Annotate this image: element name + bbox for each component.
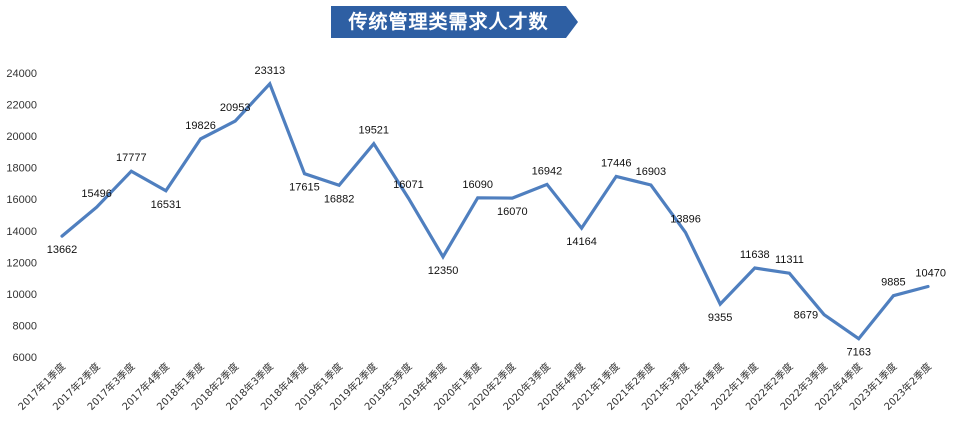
data-label: 7163 — [846, 347, 870, 359]
y-tick-label: 6000 — [13, 352, 37, 364]
data-label: 13896 — [670, 213, 701, 225]
y-tick-label: 12000 — [6, 257, 37, 269]
data-label: 13662 — [47, 244, 78, 256]
data-label: 23313 — [255, 65, 286, 77]
data-label: 14164 — [566, 236, 597, 248]
data-label: 9355 — [708, 312, 732, 324]
y-tick-label: 10000 — [6, 289, 37, 301]
data-label: 19521 — [358, 125, 389, 137]
series-line — [60, 80, 930, 341]
data-label: 17777 — [116, 152, 147, 164]
data-label: 16090 — [462, 179, 493, 191]
data-label: 15496 — [81, 188, 112, 200]
data-label: 11311 — [775, 254, 804, 266]
y-tick-label: 20000 — [6, 131, 37, 143]
y-tick-label: 24000 — [6, 68, 37, 80]
y-axis: 6000 8000 10000 12000 14000 16000 18000 20000 22… — [6, 68, 37, 364]
chart-title: 传统管理类需求人才数 — [348, 11, 549, 33]
data-label: 12350 — [428, 265, 459, 277]
data-label: 16903 — [636, 166, 667, 178]
y-tick-label: 14000 — [6, 226, 37, 238]
data-label: 17446 — [601, 157, 632, 169]
data-label: 8679 — [794, 310, 818, 322]
data-label: 10470 — [915, 267, 946, 279]
data-label: 16531 — [151, 199, 182, 211]
y-tick-label: 16000 — [6, 194, 37, 206]
data-label: 9885 — [881, 277, 905, 289]
y-tick-label: 22000 — [6, 100, 37, 112]
data-label: 16942 — [532, 165, 563, 177]
data-label: 16882 — [324, 193, 355, 205]
data-label: 20953 — [220, 102, 251, 114]
data-labels: 13662 15496 17777 16531 19826 20953 23313 17615… — [47, 65, 946, 359]
data-label: 19826 — [185, 120, 216, 132]
title-banner — [331, 6, 578, 38]
x-axis: 2017年1季度2017年2季度2017年3季度2017年4季度2018年1季度… — [15, 360, 934, 413]
data-label: 16070 — [497, 206, 528, 218]
data-label: 17615 — [289, 182, 320, 194]
y-tick-label: 8000 — [13, 320, 37, 332]
data-label: 16071 — [393, 179, 424, 191]
y-tick-label: 18000 — [6, 163, 37, 175]
data-label: 11638 — [740, 249, 770, 261]
